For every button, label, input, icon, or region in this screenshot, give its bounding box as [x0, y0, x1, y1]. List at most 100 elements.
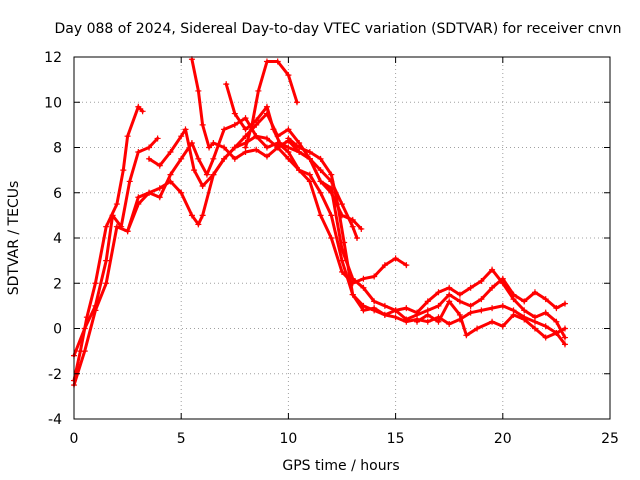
- data-point: [306, 149, 313, 156]
- data-point: [156, 194, 163, 201]
- data-point: [124, 133, 131, 140]
- data-point: [381, 311, 388, 318]
- data-point: [221, 126, 228, 133]
- data-point: [489, 305, 496, 312]
- data-point: [139, 108, 146, 115]
- data-point: [178, 155, 185, 162]
- series-track-7: [223, 81, 568, 341]
- data-point: [499, 280, 506, 287]
- data-point: [146, 144, 153, 151]
- data-point: [231, 110, 238, 117]
- y-tick-label: 12: [44, 50, 62, 66]
- data-point: [92, 280, 99, 287]
- data-point: [113, 223, 120, 230]
- data-point: [146, 189, 153, 196]
- data-point: [126, 178, 133, 185]
- data-point: [317, 212, 324, 219]
- data-point: [561, 341, 568, 348]
- data-point: [135, 103, 142, 110]
- data-point: [478, 296, 485, 303]
- x-tick-label: 15: [387, 431, 405, 447]
- data-point: [531, 289, 538, 296]
- data-point: [499, 302, 506, 309]
- y-tick-label: -4: [48, 412, 62, 428]
- data-point: [296, 144, 303, 151]
- data-point: [446, 291, 453, 298]
- data-point: [199, 121, 206, 128]
- data-point: [167, 178, 174, 185]
- data-point: [328, 171, 335, 178]
- data-point: [221, 155, 228, 162]
- data-point: [270, 126, 277, 133]
- y-tick-label: 6: [53, 186, 62, 202]
- series-track-6: [188, 56, 568, 323]
- data-series: [71, 56, 568, 389]
- data-point: [456, 298, 463, 305]
- data-point: [253, 146, 260, 153]
- data-point: [467, 309, 474, 316]
- series-line: [224, 82, 567, 340]
- data-point: [296, 167, 303, 174]
- data-point: [167, 149, 174, 156]
- data-point: [371, 298, 378, 305]
- data-point: [124, 228, 131, 235]
- data-point: [446, 298, 453, 305]
- data-point: [349, 291, 356, 298]
- data-point: [154, 135, 161, 142]
- data-point: [435, 289, 442, 296]
- data-point: [182, 126, 189, 133]
- data-point: [81, 325, 88, 332]
- data-point: [542, 296, 549, 303]
- x-tick-label: 5: [177, 431, 186, 447]
- data-point: [456, 311, 463, 318]
- data-point: [463, 332, 470, 339]
- data-point: [156, 185, 163, 192]
- data-point: [521, 316, 528, 323]
- data-point: [255, 87, 262, 94]
- data-point: [178, 189, 185, 196]
- data-point: [360, 284, 367, 291]
- data-point: [435, 318, 442, 325]
- y-tick-label: 10: [44, 95, 62, 111]
- series-line: [190, 57, 567, 321]
- data-point: [306, 155, 313, 162]
- y-axis-label: SDTVAR / TECUs: [6, 181, 22, 296]
- axis-ticks: 0 5 10 15 20 25 -4 -2 0 2 4 6 8 10 12: [44, 50, 619, 447]
- data-point: [553, 318, 560, 325]
- data-point: [446, 284, 453, 291]
- series-line: [72, 136, 160, 358]
- data-point: [231, 155, 238, 162]
- data-point: [360, 275, 367, 282]
- data-point: [542, 323, 549, 330]
- y-tick-label: 2: [53, 276, 62, 292]
- data-point: [371, 273, 378, 280]
- data-point: [276, 139, 283, 146]
- data-point: [120, 167, 127, 174]
- data-point: [206, 144, 213, 151]
- data-point: [403, 262, 410, 269]
- data-point: [489, 284, 496, 291]
- data-point: [113, 201, 120, 208]
- data-point: [542, 334, 549, 341]
- data-point: [341, 239, 348, 246]
- data-point: [285, 135, 292, 142]
- series-track-10: [414, 298, 568, 341]
- data-point: [242, 126, 249, 133]
- y-tick-label: 0: [53, 322, 62, 338]
- data-point: [403, 305, 410, 312]
- data-point: [188, 212, 195, 219]
- data-point: [253, 133, 260, 140]
- data-point: [424, 318, 431, 325]
- data-point: [263, 135, 270, 142]
- data-point: [109, 212, 116, 219]
- data-point: [561, 325, 568, 332]
- data-point: [542, 309, 549, 316]
- data-point: [135, 194, 142, 201]
- data-point: [334, 201, 341, 208]
- data-point: [203, 171, 210, 178]
- data-point: [188, 139, 195, 146]
- x-tick-label: 20: [494, 431, 512, 447]
- data-point: [317, 178, 324, 185]
- data-point: [242, 115, 249, 122]
- data-point: [381, 302, 388, 309]
